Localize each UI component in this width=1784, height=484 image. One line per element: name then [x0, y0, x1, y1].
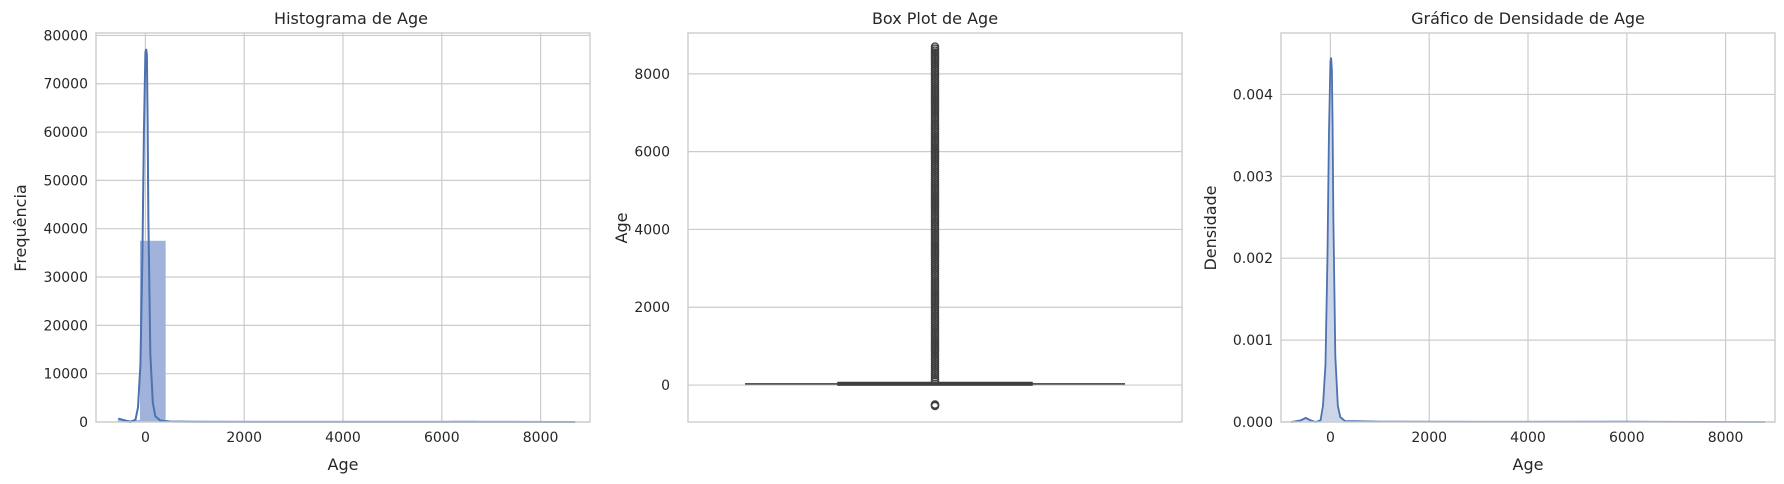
density-x-tick-label: 0 — [1326, 430, 1335, 446]
boxplot-panel: Box Plot de Age 0 2000 4000 6000 8000 Age — [612, 9, 1183, 423]
density-title: Gráfico de Densidade de Age — [1411, 9, 1645, 28]
boxplot-frame — [687, 32, 1183, 423]
boxplot-y-tick-label: 2000 — [634, 300, 670, 316]
histogram-y-tick-label: 50000 — [43, 173, 88, 189]
boxplot-y-tick-label: 0 — [661, 378, 670, 394]
histogram-x-label: Age — [328, 455, 359, 474]
density-y-tick-label: 0.002 — [1233, 251, 1273, 267]
boxplot-y-tick-label: 4000 — [634, 222, 670, 238]
density-y-ticks: 0.000 0.001 0.002 0.003 0.004 — [1233, 87, 1273, 431]
histogram-y-tick-label: 40000 — [43, 222, 88, 238]
histogram-x-tick-label: 6000 — [424, 430, 460, 446]
histogram-title: Histograma de Age — [274, 9, 428, 28]
boxplot-y-ticks: 0 2000 4000 6000 8000 — [634, 67, 670, 394]
histogram-x-ticks: 0 2000 4000 6000 8000 — [141, 430, 558, 446]
histogram-y-tick-label: 70000 — [43, 77, 88, 93]
density-panel: Gráfico de Densidade de Age 0 2000 4000 600… — [1201, 9, 1776, 474]
density-x-label: Age — [1513, 455, 1544, 474]
boxplot-outlier-point — [930, 401, 940, 411]
density-y-tick-label: 0.000 — [1233, 415, 1273, 431]
histogram-y-tick-label: 20000 — [43, 318, 88, 334]
density-x-tick-label: 4000 — [1510, 430, 1546, 446]
boxplot-title: Box Plot de Age — [872, 9, 998, 28]
histogram-panel: Histograma de Age 0 2000 4000 6000 8000 0 100… — [11, 9, 591, 474]
boxplot-outlier-point — [930, 42, 940, 51]
density-y-label: Densidade — [1201, 185, 1220, 270]
histogram-y-label: Frequência — [11, 184, 30, 271]
histogram-x-tick-label: 8000 — [523, 430, 559, 446]
boxplot-outliers — [930, 42, 940, 411]
histogram-y-tick-label: 60000 — [43, 125, 88, 141]
density-x-ticks: 0 2000 4000 6000 8000 — [1326, 430, 1743, 446]
histogram-x-tick-label: 2000 — [226, 430, 262, 446]
boxplot-y-label: Age — [612, 213, 631, 244]
density-y-tick-label: 0.003 — [1233, 169, 1273, 185]
histogram-frame — [95, 32, 591, 423]
histogram-bars — [117, 240, 576, 423]
histogram-x-tick-label: 4000 — [325, 430, 361, 446]
histogram-y-tick-label: 0 — [79, 415, 88, 431]
density-grid — [1281, 33, 1775, 423]
histogram-kde-line — [117, 48, 576, 424]
boxplot-y-tick-label: 6000 — [634, 145, 670, 161]
histogram-y-tick-label: 80000 — [43, 28, 88, 44]
histogram-y-tick-label: 30000 — [43, 270, 88, 286]
density-y-tick-label: 0.001 — [1233, 333, 1273, 349]
density-x-tick-label: 8000 — [1708, 430, 1744, 446]
density-x-tick-label: 2000 — [1411, 430, 1447, 446]
density-y-tick-label: 0.004 — [1233, 87, 1273, 103]
density-x-tick-label: 6000 — [1609, 430, 1645, 446]
histogram-y-ticks: 0 10000 20000 30000 40000 50000 60000 70000 8000… — [43, 28, 88, 431]
boxplot-y-tick-label: 8000 — [634, 67, 670, 83]
density-frame — [1280, 32, 1776, 423]
histogram-x-tick-label: 0 — [141, 430, 150, 446]
histogram-y-tick-label: 10000 — [43, 367, 88, 383]
histogram-grid — [96, 33, 590, 423]
